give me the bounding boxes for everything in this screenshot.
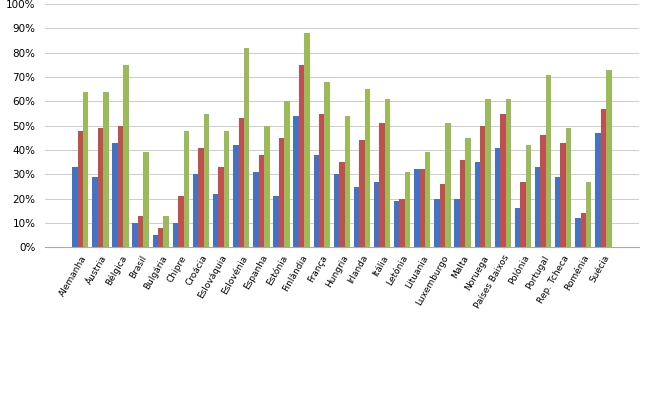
Bar (97, 128, 103, 247)
Bar (173, 223, 178, 247)
Bar (158, 228, 163, 247)
Bar (606, 70, 611, 247)
Bar (193, 174, 198, 247)
Bar (379, 123, 385, 247)
Bar (339, 162, 344, 247)
Bar (103, 92, 108, 247)
Bar (333, 174, 339, 247)
Bar (399, 199, 405, 247)
Bar (184, 130, 189, 247)
Bar (264, 126, 270, 247)
Bar (586, 182, 591, 247)
Bar (273, 196, 279, 247)
Bar (319, 113, 324, 247)
Bar (575, 218, 580, 247)
Bar (445, 123, 451, 247)
Bar (455, 199, 460, 247)
Bar (374, 182, 379, 247)
Bar (526, 145, 531, 247)
Bar (224, 130, 229, 247)
Bar (132, 223, 138, 247)
Bar (299, 65, 304, 247)
Bar (385, 99, 390, 247)
Bar (521, 182, 526, 247)
Bar (359, 140, 364, 247)
Bar (460, 160, 465, 247)
Bar (143, 152, 149, 247)
Bar (495, 148, 500, 247)
Bar (293, 116, 299, 247)
Bar (354, 187, 359, 247)
Bar (244, 48, 250, 247)
Bar (475, 162, 480, 247)
Bar (219, 167, 224, 247)
Bar (394, 201, 399, 247)
Bar (163, 216, 169, 247)
Bar (213, 194, 219, 247)
Bar (304, 33, 310, 247)
Bar (313, 155, 319, 247)
Bar (580, 213, 586, 247)
Bar (440, 184, 445, 247)
Bar (546, 75, 551, 247)
Bar (465, 138, 471, 247)
Bar (253, 172, 259, 247)
Bar (72, 167, 77, 247)
Bar (123, 65, 128, 247)
Bar (506, 99, 511, 247)
Bar (178, 196, 184, 247)
Bar (138, 216, 143, 247)
Bar (112, 143, 118, 247)
Bar (153, 235, 158, 247)
Bar (566, 128, 571, 247)
Bar (83, 92, 88, 247)
Bar (595, 133, 600, 247)
Bar (561, 143, 566, 247)
Bar (434, 199, 440, 247)
Bar (118, 126, 123, 247)
Bar (364, 89, 370, 247)
Bar (324, 82, 330, 247)
Bar (425, 152, 430, 247)
Bar (480, 126, 486, 247)
Bar (204, 113, 209, 247)
Bar (198, 148, 204, 247)
Bar (515, 208, 521, 247)
Bar (500, 113, 506, 247)
Bar (259, 155, 264, 247)
Bar (405, 172, 410, 247)
Bar (555, 177, 561, 247)
Bar (535, 167, 541, 247)
Bar (414, 170, 420, 247)
Bar (239, 119, 244, 247)
Bar (541, 135, 546, 247)
Bar (77, 130, 83, 247)
Bar (284, 101, 290, 247)
Bar (279, 138, 284, 247)
Bar (92, 177, 97, 247)
Bar (344, 116, 350, 247)
Bar (486, 99, 491, 247)
Bar (420, 170, 425, 247)
Bar (600, 109, 606, 247)
Bar (233, 145, 239, 247)
